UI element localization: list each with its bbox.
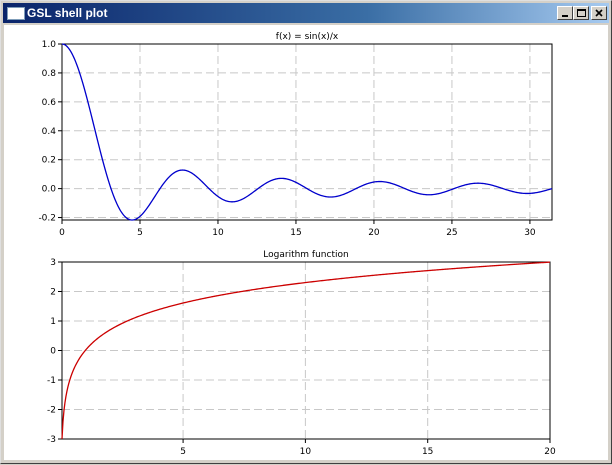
title-bar[interactable]: GSL shell plot xyxy=(3,3,609,23)
chart2-ytick-label: 0 xyxy=(50,347,56,357)
chart1-ytick-label: 0.2 xyxy=(42,156,56,166)
chart1-xtick-label: 0 xyxy=(59,228,65,238)
chart2-ytick-label: 2 xyxy=(50,288,56,298)
window-title: GSL shell plot xyxy=(27,6,108,20)
chart1-title: f(x) = sin(x)/x xyxy=(276,32,339,42)
chart1-frame xyxy=(61,43,553,221)
chart1-ytick-label: 1.0 xyxy=(42,40,57,50)
maximize-button[interactable] xyxy=(573,6,589,20)
close-button[interactable] xyxy=(591,6,607,20)
chart2-ytick-label: -3 xyxy=(47,435,56,445)
plot-area: 0 5 10 15 20 25 30 -0.2 0.0 0.2 0.4 0.6 0.8 1.0 f(x) =… xyxy=(4,25,608,460)
maximize-icon xyxy=(577,9,586,17)
chart2-xtick-label: 15 xyxy=(422,447,433,457)
chart1-ytick-label: 0.8 xyxy=(42,69,57,79)
charts-canvas: 0 5 10 15 20 25 30-0.20.00.20.40.60.81.0f(x) =… xyxy=(38,32,556,457)
chart2-ytick-label: 3 xyxy=(50,258,56,268)
chart1-xtick-label: 15 xyxy=(290,228,301,238)
minimize-button[interactable] xyxy=(557,6,573,20)
chart2-title: Logarithm function xyxy=(263,250,348,260)
chart2-xtick-label: 10 xyxy=(300,447,312,457)
chart1-ytick-label: 0.0 xyxy=(42,185,57,195)
window-icon xyxy=(7,7,25,20)
chart1-ytick-label: -0.2 xyxy=(38,214,56,224)
chart2-series-line xyxy=(61,261,551,439)
chart1-ytick-label: 0.6 xyxy=(42,98,57,108)
close-icon xyxy=(595,9,603,17)
chart1-xtick-label: 10 xyxy=(212,228,224,238)
chart2-ytick-label: -1 xyxy=(47,376,56,386)
chart2-ytick-label: 1 xyxy=(50,317,56,327)
chart1-ytick-label: 0.4 xyxy=(42,127,57,137)
chart1-xtick-label: 5 xyxy=(137,228,143,238)
chart2-xtick-label: 5 xyxy=(180,447,186,457)
chart1-xtick-label: 30 xyxy=(524,228,536,238)
chart2-ytick-label: -2 xyxy=(47,406,56,416)
chart2-xtick-label: 20 xyxy=(544,447,556,457)
chart1-xtick-label: 25 xyxy=(446,228,457,238)
minimize-icon xyxy=(562,15,568,17)
chart1-series-line xyxy=(61,43,553,221)
chart1-xtick-label: 20 xyxy=(368,228,380,238)
